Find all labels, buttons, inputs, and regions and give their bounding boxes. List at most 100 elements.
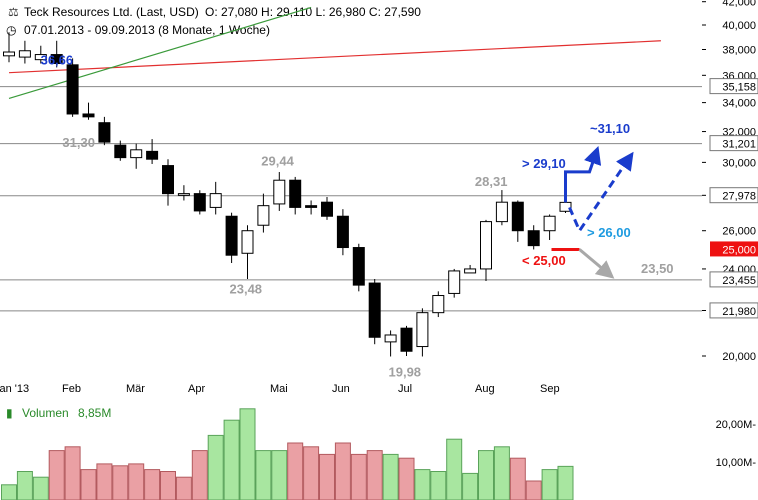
candle-body: [400, 327, 413, 352]
date-range: 07.01.2013 - 09.09.2013 (8 Monate, 1 Woc…: [24, 23, 270, 37]
y-tick-label: 26,000: [722, 226, 756, 238]
y-tick-label: 40,000: [722, 20, 756, 32]
month-label: Apr: [188, 383, 205, 395]
volume-bar: [80, 469, 97, 500]
current-price-label: 25,000: [722, 244, 756, 256]
forecast-arrows: [551, 145, 634, 279]
candle-body: [82, 113, 95, 118]
price-label: 28,31: [475, 174, 508, 189]
candle-body: [321, 201, 333, 217]
level-box: [709, 302, 758, 319]
price-axis: 20,00022,00024,00026,00028,00030,00032,0…: [702, 0, 758, 363]
volume-axis: 10,00M- 20,00M-: [716, 419, 757, 469]
volume-bar: [557, 465, 574, 500]
volume-bar: [319, 453, 335, 500]
month-label: Mär: [126, 383, 145, 395]
candle-body: [177, 193, 190, 196]
candle-body: [98, 122, 111, 143]
volume-bar: [239, 408, 256, 500]
horizontal-levels: [0, 86, 702, 312]
candle-body: [241, 230, 254, 254]
candle-body: [368, 282, 381, 338]
candle-body: [352, 247, 365, 286]
price-label: 31,30: [62, 135, 95, 150]
trendline-red: [8, 40, 661, 74]
candle-body: [257, 205, 270, 226]
candle-body: [273, 179, 286, 205]
volume-panel: ▮ Volumen 8,85M: [6, 406, 111, 420]
volume-bar: [462, 472, 479, 500]
volume-bar: [334, 442, 351, 500]
candle-body: [130, 149, 143, 159]
current-price-box: [710, 241, 758, 257]
level-box: [709, 271, 758, 288]
level-label: 23,455: [722, 275, 756, 287]
candle-body: [495, 201, 508, 223]
month-label: Mai: [270, 383, 288, 395]
forecast-label: > 29,10: [522, 156, 566, 171]
volume-bar: [1, 484, 17, 500]
price-label: 23,50: [641, 261, 674, 276]
y-tick-label: 38,000: [722, 44, 756, 56]
volume-label: Volumen: [22, 406, 69, 420]
y-tick-label: 30,000: [722, 157, 756, 169]
volume-bar: [398, 457, 415, 500]
volume-tick-label: 10,00M-: [716, 457, 757, 469]
volume-bar: [541, 469, 558, 500]
chart-title: Teck Resources Ltd. (Last, USD): [24, 5, 199, 19]
forecast-label: < 25,00: [522, 253, 566, 268]
volume-bar: [430, 471, 447, 500]
level-label: 35,158: [722, 82, 756, 94]
candle-body: [225, 215, 238, 256]
volume-bar: [366, 450, 383, 500]
forecast-label: ~31,10: [590, 121, 630, 136]
price-label: 19,98: [389, 364, 422, 379]
candle-body: [511, 201, 524, 232]
month-label: Feb: [62, 383, 81, 395]
price-label: 36,66: [41, 53, 74, 68]
volume-bar: [446, 438, 463, 500]
candle-body: [114, 144, 127, 159]
candle-body: [193, 193, 206, 212]
forecast-dashed-arrow: [568, 151, 634, 234]
volume-bar: [478, 450, 494, 500]
candle-body: [480, 221, 492, 270]
volume-bar: [414, 469, 431, 500]
annotations: 36,66 31,30 29,44 23,48 19,98 28,31 23,50 > 29,…: [41, 53, 674, 380]
chart-icon: ⚖: [8, 5, 19, 19]
volume-bar: [223, 419, 240, 500]
volume-bar: [303, 446, 320, 500]
volume-bar: [382, 453, 399, 500]
volume-bar: [128, 463, 145, 500]
volume-bar: [207, 434, 224, 500]
y-tick-label: 34,000: [722, 98, 756, 110]
volume-bar: [191, 450, 208, 500]
volume-bar: [175, 476, 192, 500]
y-tick-label: 20,000: [722, 351, 756, 363]
grey-down-arrow: [578, 248, 615, 279]
candle-body: [146, 150, 159, 160]
volume-bar: [509, 457, 526, 500]
volume-bar: [493, 446, 510, 500]
volume-bar: [32, 476, 49, 500]
volume-bar: [48, 450, 65, 500]
ohlc-values: O: 27,080 H: 29,110 L: 26,980 C: 27,590: [205, 5, 421, 19]
volume-bar: [287, 442, 304, 500]
candle-body: [416, 312, 429, 348]
candle-body: [209, 193, 222, 208]
trendline-green: [8, 6, 312, 99]
candle-body: [432, 295, 445, 314]
month-label: Jun: [332, 383, 350, 395]
level-label: 21,980: [722, 306, 756, 318]
price-label: 23,48: [230, 281, 263, 296]
candle-body: [336, 215, 349, 249]
month-label: Aug: [475, 383, 495, 395]
forecast-up-arrow: [564, 145, 602, 203]
candle-body: [289, 179, 302, 208]
y-tick-label: 42,000: [722, 0, 756, 9]
candle-body: [34, 54, 47, 61]
candle-body: [162, 165, 174, 195]
level-box: [709, 187, 758, 204]
price-label: 29,44: [261, 153, 294, 168]
